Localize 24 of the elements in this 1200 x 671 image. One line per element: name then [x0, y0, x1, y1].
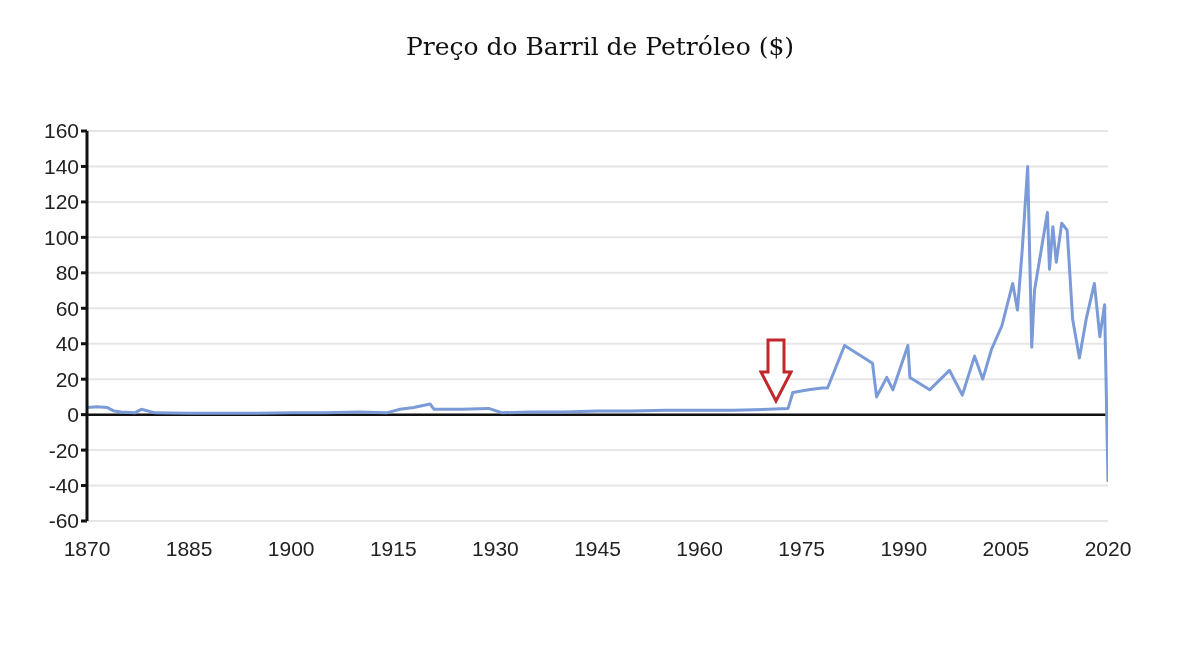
x-tick-label: 1990: [880, 536, 928, 560]
y-tick-label: -20: [48, 438, 79, 462]
x-tick-label: 1930: [472, 536, 519, 560]
x-tick-label: 1900: [267, 536, 315, 560]
y-tick-label: 80: [55, 261, 79, 285]
x-tick-label: 1870: [63, 536, 111, 560]
x-tick-label: 1960: [676, 536, 723, 560]
x-tick-label: 1975: [778, 536, 826, 560]
y-tick-label: -40: [48, 474, 79, 497]
y-tick-label: 20: [55, 367, 79, 391]
x-tick-label: 1945: [574, 536, 621, 560]
y-tick-label: 60: [55, 296, 79, 320]
x-tick-label: 2020: [1084, 536, 1132, 560]
y-tick-label: 160: [43, 119, 79, 143]
y-tick-label: 0: [67, 403, 79, 427]
x-tick-label: 1915: [369, 536, 417, 560]
y-tick-label: 100: [43, 225, 79, 249]
x-tick-label: 1885: [165, 536, 213, 560]
y-tick-label: 120: [43, 190, 79, 214]
y-tick-label: 140: [43, 154, 79, 178]
x-tick-label: 2005: [982, 536, 1030, 560]
y-tick-label: -60: [48, 509, 79, 533]
y-tick-label: 40: [55, 332, 79, 356]
chart-title: Preço do Barril de Petróleo ($): [404, 32, 796, 61]
